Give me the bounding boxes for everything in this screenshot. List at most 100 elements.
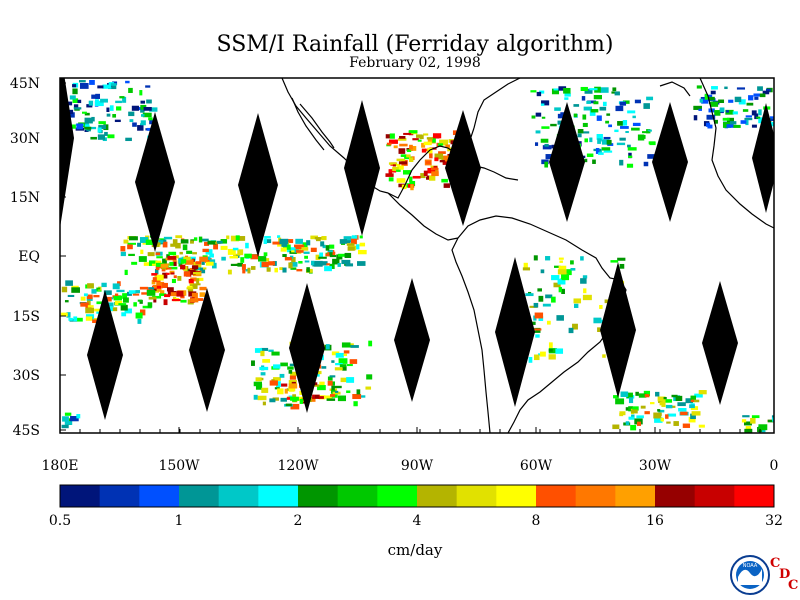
rain-cell: [128, 290, 137, 294]
rain-cell: [582, 294, 592, 301]
rain-cell: [110, 83, 117, 86]
rain-cell: [98, 125, 106, 130]
rain-cell: [750, 418, 756, 424]
rain-cell: [553, 282, 561, 288]
rain-cell: [540, 351, 546, 357]
rain-cell: [601, 147, 611, 151]
rain-cell: [765, 88, 771, 92]
rain-cell: [280, 397, 287, 402]
rain-cell: [199, 256, 208, 262]
rain-cell: [137, 299, 143, 302]
rain-cell: [145, 85, 151, 88]
rain-cell: [139, 299, 143, 304]
rain-cell: [139, 90, 143, 96]
rain-cell: [637, 421, 642, 426]
rain-cell: [657, 409, 661, 412]
rain-cell: [91, 318, 100, 321]
noaa-logo: NOAA: [730, 555, 770, 595]
rain-cell: [319, 252, 324, 259]
rain-cell: [691, 411, 701, 416]
rain-cell: [109, 105, 114, 111]
rain-cell: [615, 105, 624, 112]
rain-cell: [541, 116, 546, 119]
rain-cell: [310, 247, 317, 253]
rain-cell: [423, 170, 428, 177]
rain-cell: [70, 416, 79, 422]
rain-cell: [540, 138, 549, 143]
rain-cell: [748, 95, 754, 101]
rain-cell: [610, 260, 619, 263]
rain-cell: [76, 414, 81, 419]
swath-gap: [344, 100, 380, 236]
rain-cell: [580, 86, 588, 91]
rain-cell: [315, 238, 321, 242]
rain-cell: [397, 137, 407, 141]
rain-cell: [112, 114, 117, 118]
rain-cell: [273, 377, 281, 381]
rain-cell: [175, 235, 183, 239]
rain-cell: [257, 395, 267, 401]
rain-cell: [191, 265, 199, 270]
rain-cell: [290, 262, 298, 267]
rain-cell: [73, 316, 78, 322]
rain-cell: [751, 415, 760, 419]
rain-cell: [137, 242, 142, 247]
swath-gap: [600, 262, 636, 398]
rain-cell: [330, 381, 335, 386]
rain-cell: [412, 138, 419, 141]
rain-cell: [346, 243, 355, 246]
rain-cell: [332, 258, 340, 265]
rain-cell: [557, 120, 562, 125]
rain-cell: [534, 142, 539, 146]
rain-cell: [338, 358, 348, 364]
rain-cell: [188, 279, 194, 284]
rain-cell: [412, 175, 421, 179]
rain-cell: [131, 261, 138, 265]
rain-cell: [584, 88, 593, 94]
colorbar-swatch: [417, 485, 458, 507]
rain-cell: [432, 133, 442, 139]
rain-cell: [84, 126, 92, 130]
rain-cell: [136, 107, 142, 111]
rain-cell: [207, 240, 217, 245]
rain-cell: [587, 100, 597, 104]
rain-cell: [582, 114, 587, 120]
colorbar-tick-label: 4: [413, 513, 422, 529]
rain-cell: [158, 240, 164, 244]
rain-cell: [417, 139, 422, 142]
rain-cell: [340, 377, 350, 383]
lon-tick-label: 90W: [401, 458, 434, 474]
rain-cell: [437, 143, 444, 146]
rain-cell: [105, 296, 112, 302]
rain-cell: [288, 262, 293, 269]
rain-cell: [570, 268, 576, 271]
rain-cell: [754, 96, 759, 100]
rain-cell: [531, 115, 536, 119]
rain-cell: [156, 256, 163, 259]
rain-cell: [425, 161, 431, 164]
rain-cell: [64, 300, 69, 303]
rain-cell: [148, 117, 153, 121]
rain-cell: [227, 269, 232, 275]
rain-cell: [439, 160, 445, 163]
rain-cell: [230, 235, 240, 242]
coast-greenland-iceland: [659, 81, 691, 97]
rain-cell: [628, 397, 634, 404]
rain-cell: [159, 293, 167, 296]
rain-cell: [589, 110, 596, 116]
rain-cell: [149, 107, 158, 112]
rain-cell: [690, 406, 699, 411]
rain-cell: [359, 235, 363, 239]
colorbar-swatch: [179, 485, 220, 507]
rain-cell: [647, 129, 652, 132]
rain-cell: [71, 287, 80, 293]
rain-cell: [665, 404, 673, 409]
rain-cell: [710, 101, 719, 107]
rain-cell: [558, 265, 567, 271]
rain-cell: [155, 252, 161, 256]
rain-cell: [143, 262, 153, 266]
rain-cell: [434, 157, 439, 162]
rain-cell: [85, 305, 92, 310]
swath-gap: [394, 278, 430, 402]
rain-cell: [691, 399, 700, 403]
